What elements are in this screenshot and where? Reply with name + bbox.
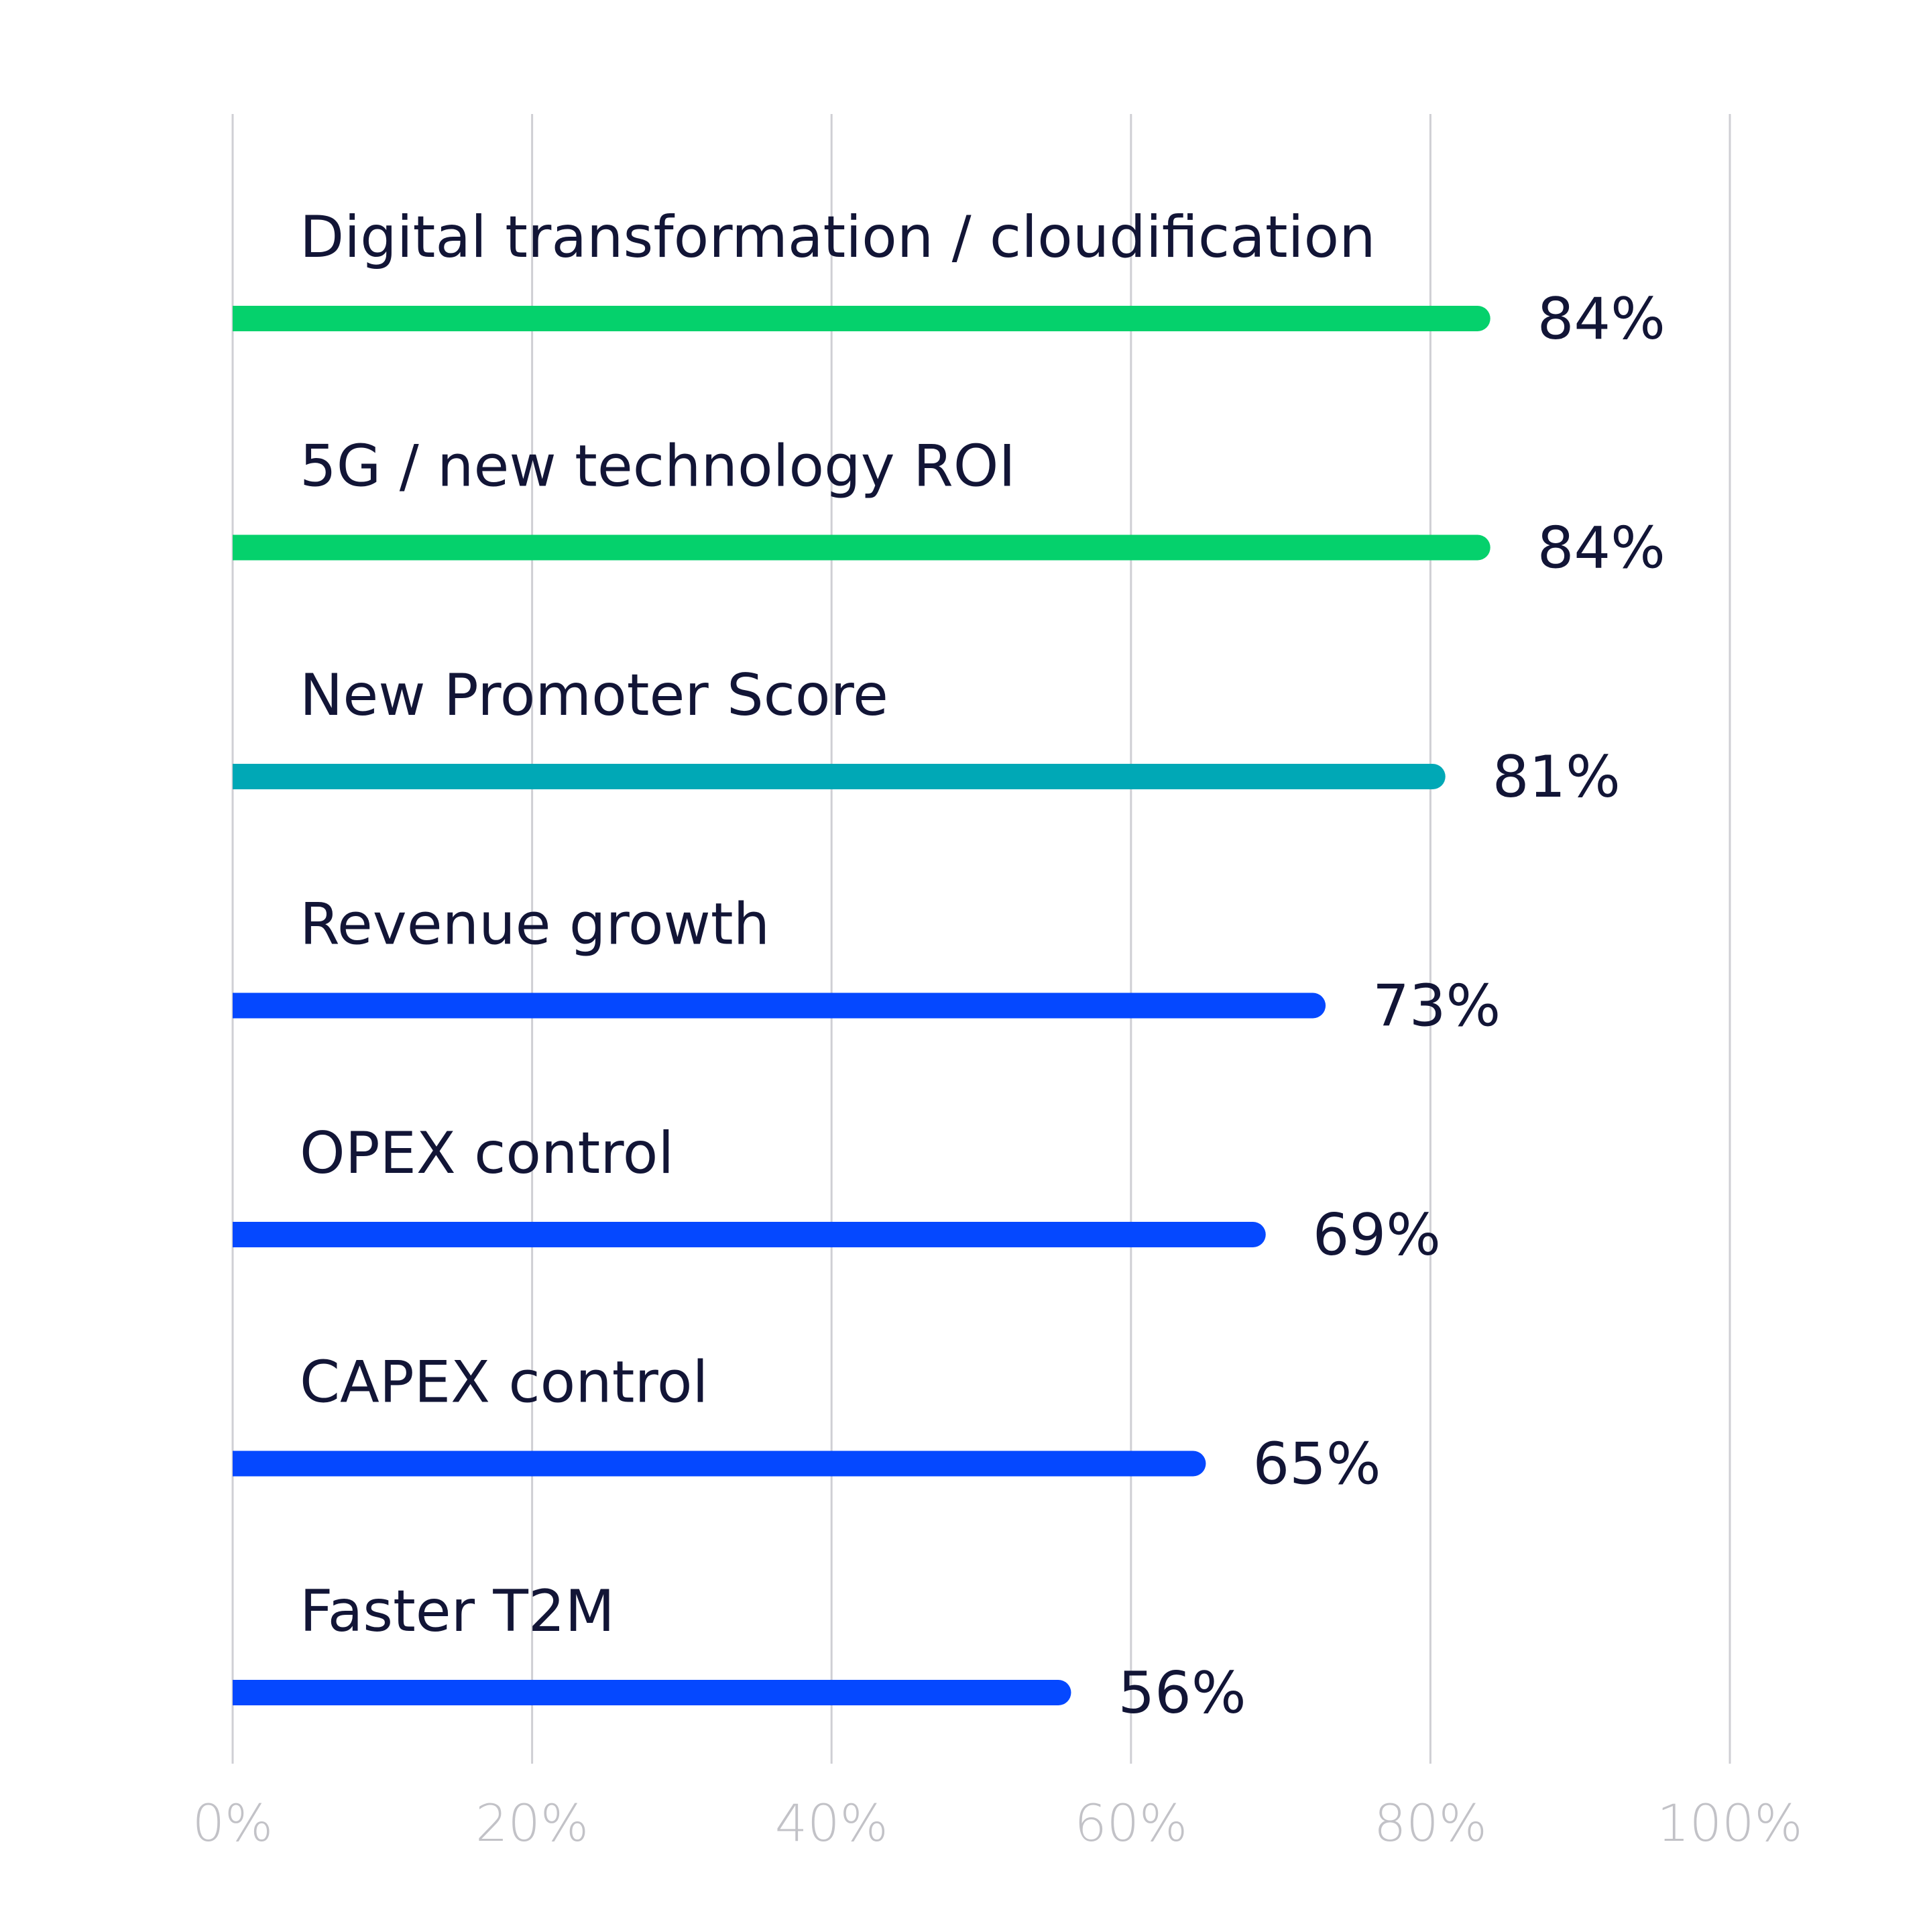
- labels: Digital transformation / cloudification 8…: [300, 204, 1665, 1727]
- x-tick-label: 100%: [1657, 1793, 1802, 1853]
- x-tick-label: 60%: [1074, 1793, 1187, 1853]
- category-label: Digital transformation / cloudification: [300, 204, 1376, 271]
- bar: [233, 1222, 1266, 1247]
- value-label: 84%: [1537, 515, 1665, 582]
- x-tick-label: 40%: [775, 1793, 888, 1853]
- bar: [233, 764, 1446, 789]
- category-label: OPEX control: [300, 1120, 674, 1187]
- bar: [233, 306, 1490, 331]
- category-label: CAPEX control: [300, 1349, 708, 1416]
- bar: [233, 1451, 1206, 1477]
- bar: [233, 1680, 1071, 1705]
- category-label: 5G / new technology ROI: [300, 433, 1016, 500]
- gridlines: [231, 114, 1731, 1764]
- x-tick-label: 80%: [1374, 1793, 1487, 1853]
- value-label: 69%: [1313, 1202, 1441, 1269]
- value-label: 65%: [1252, 1431, 1381, 1498]
- value-label: 81%: [1493, 744, 1621, 811]
- value-label: 84%: [1537, 286, 1665, 353]
- x-tick-label: 20%: [475, 1793, 589, 1853]
- bars: [233, 306, 1490, 1705]
- value-label: 73%: [1372, 973, 1501, 1040]
- category-label: Revenue growth: [300, 891, 770, 958]
- value-label: 56%: [1118, 1660, 1246, 1727]
- category-label: Faster T2M: [300, 1578, 615, 1645]
- x-tick-label: 0%: [192, 1793, 274, 1853]
- bar: [233, 992, 1326, 1019]
- category-label: New Promoter Score: [300, 662, 888, 729]
- bar: [233, 534, 1490, 561]
- x-axis: 0% 20% 40% 60% 80% 100%: [192, 1793, 1803, 1853]
